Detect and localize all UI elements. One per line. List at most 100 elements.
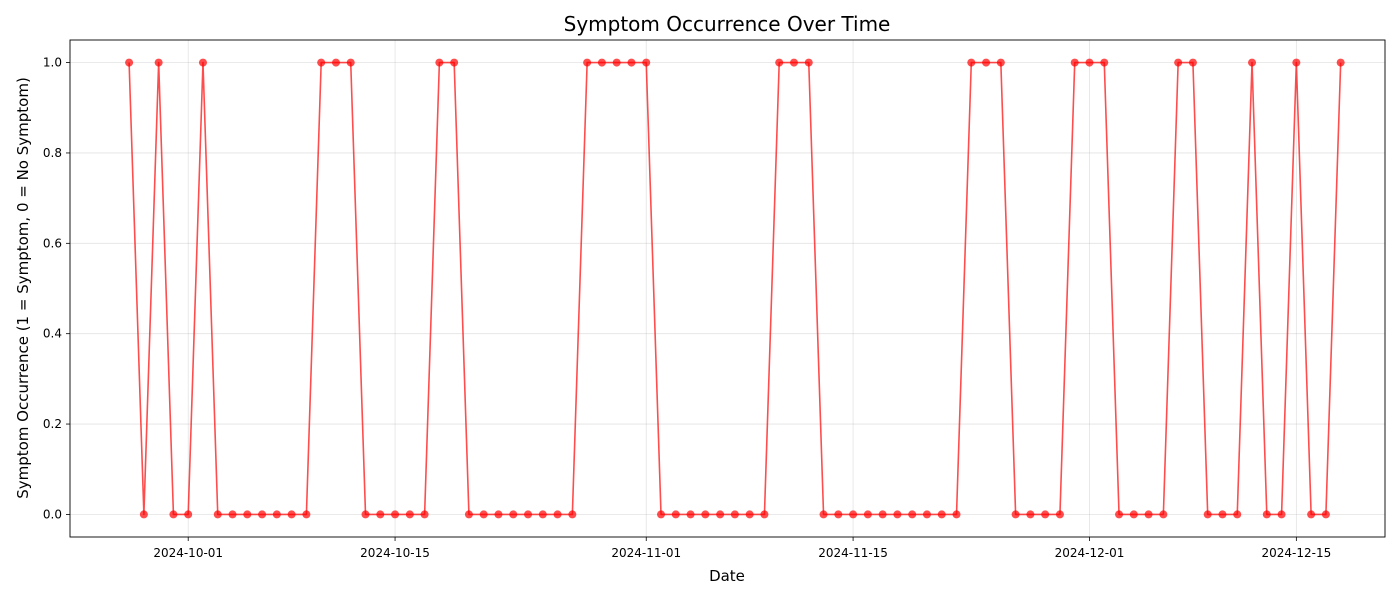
y-tick-label: 0.8: [43, 146, 62, 160]
data-point: [612, 58, 621, 67]
data-point: [1011, 510, 1020, 519]
data-point: [1248, 58, 1257, 67]
data-point: [982, 58, 991, 67]
data-point: [494, 510, 503, 519]
data-point: [730, 510, 739, 519]
data-point: [671, 510, 680, 519]
data-point: [849, 510, 858, 519]
data-point: [524, 510, 533, 519]
data-point: [198, 58, 207, 67]
data-point: [287, 510, 296, 519]
grid: [70, 40, 1385, 537]
data-point: [1233, 510, 1242, 519]
data-point: [1277, 510, 1286, 519]
data-point: [775, 58, 784, 67]
data-point: [1144, 510, 1153, 519]
data-point: [1159, 510, 1168, 519]
data-point: [657, 510, 666, 519]
data-point: [760, 510, 769, 519]
data-point: [952, 510, 961, 519]
data-point: [450, 58, 459, 67]
data-point: [568, 510, 577, 519]
data-point: [597, 58, 606, 67]
data-point: [804, 58, 813, 67]
data-point: [1070, 58, 1079, 67]
data-point: [169, 510, 178, 519]
data-point: [627, 58, 636, 67]
y-tick-label: 0.4: [43, 327, 62, 341]
data-point: [878, 510, 887, 519]
data-point: [331, 58, 340, 67]
data-point: [391, 510, 400, 519]
series-line: [128, 61, 1342, 516]
data-point: [213, 510, 222, 519]
data-point: [509, 510, 518, 519]
data-point: [1336, 58, 1345, 67]
data-point: [184, 510, 193, 519]
data-point: [154, 58, 163, 67]
x-tick-label: 2024-10-01: [153, 546, 223, 560]
ticks: 2024-10-01 2024-10-15 2024-11-01 2024-11-15…: [43, 56, 1331, 560]
data-point: [1041, 510, 1050, 519]
data-point: [908, 510, 917, 519]
data-point: [686, 510, 695, 519]
data-point: [464, 510, 473, 519]
data-point: [701, 510, 710, 519]
y-tick-label: 0.6: [43, 236, 62, 250]
data-point: [272, 510, 281, 519]
x-tick-label: 2024-11-01: [611, 546, 681, 560]
x-tick-label: 2024-12-01: [1055, 546, 1125, 560]
data-point: [893, 510, 902, 519]
x-tick-label: 2024-12-15: [1261, 546, 1331, 560]
data-point: [420, 510, 429, 519]
data-point: [967, 58, 976, 67]
y-tick-label: 0.2: [43, 417, 62, 431]
data-point: [1115, 510, 1124, 519]
x-tick-label: 2024-11-15: [818, 546, 888, 560]
data-point: [642, 58, 651, 67]
series-layer: [125, 58, 1345, 519]
y-tick-label: 1.0: [43, 56, 62, 70]
data-point: [1174, 58, 1183, 67]
data-point: [1307, 510, 1316, 519]
data-point: [1218, 510, 1227, 519]
data-point: [243, 510, 252, 519]
data-point: [863, 510, 872, 519]
data-point: [1203, 510, 1212, 519]
data-point: [716, 510, 725, 519]
data-point: [479, 510, 488, 519]
data-point: [405, 510, 414, 519]
data-point: [1321, 510, 1330, 519]
y-axis-label: Symptom Occurrence (1 = Symptom, 0 = No …: [14, 77, 32, 499]
data-point: [1085, 58, 1094, 67]
data-point: [1188, 58, 1197, 67]
data-point: [583, 58, 592, 67]
data-point: [376, 510, 385, 519]
data-point: [1129, 510, 1138, 519]
data-point: [228, 510, 237, 519]
y-tick-label: 0.0: [43, 507, 62, 521]
x-tick-label: 2024-10-15: [360, 546, 430, 560]
data-point: [317, 58, 326, 67]
data-point: [302, 510, 311, 519]
data-point: [834, 510, 843, 519]
data-point: [1262, 510, 1271, 519]
data-point: [1292, 58, 1301, 67]
plot-frame: [69, 39, 1386, 538]
data-point: [361, 510, 370, 519]
data-point: [139, 510, 148, 519]
data-point: [1055, 510, 1064, 519]
data-point: [553, 510, 562, 519]
data-point: [538, 510, 547, 519]
data-point: [789, 58, 798, 67]
data-point: [819, 510, 828, 519]
data-point: [937, 510, 946, 519]
data-point: [745, 510, 754, 519]
data-point: [125, 58, 134, 67]
data-point: [435, 58, 444, 67]
data-point: [346, 58, 355, 67]
data-point: [258, 510, 267, 519]
chart-title: Symptom Occurrence Over Time: [564, 12, 891, 36]
